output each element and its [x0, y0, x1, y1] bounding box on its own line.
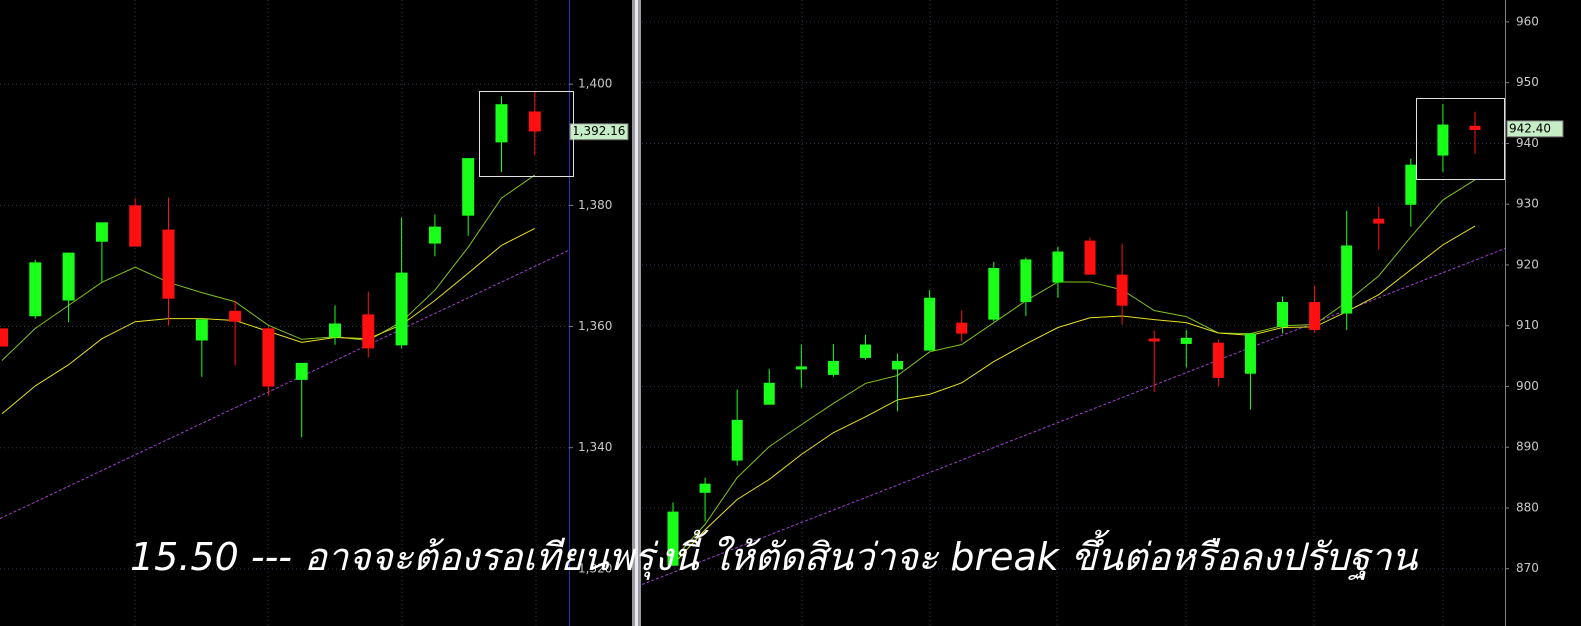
- candle-body: [956, 322, 968, 334]
- caption: 15.50 --- อาจจะต้องรอเทียนพรุ่งนี้ ให้ตั…: [130, 535, 1418, 579]
- y-tick-label: 910: [1516, 318, 1539, 332]
- candle-body: [892, 360, 904, 370]
- y-tick-label: 1,340: [578, 440, 612, 454]
- last-price-box: [1506, 120, 1564, 138]
- candle-body: [129, 205, 142, 247]
- candle-body: [528, 111, 541, 132]
- candle-body: [1341, 245, 1353, 314]
- candle-body: [1116, 274, 1128, 306]
- axes: 1,320 1,340 1,360 1,380 1,400 1,392.16 870 880 8…: [569, 14, 1564, 575]
- candle-body: [731, 419, 743, 461]
- candle-body: [462, 158, 475, 216]
- candle-body: [428, 226, 441, 244]
- divider: [635, 0, 638, 626]
- candle-body: [699, 483, 711, 493]
- candle-body: [1373, 218, 1385, 224]
- candle-body: [395, 272, 408, 346]
- highlight-box: [479, 91, 574, 177]
- candle-body: [1277, 301, 1289, 327]
- y-tick-label: 930: [1516, 197, 1539, 211]
- candle-body: [795, 366, 807, 370]
- candle-body: [195, 319, 208, 341]
- candle-body: [1244, 333, 1256, 374]
- y-tick-label: 920: [1516, 257, 1539, 271]
- y-tick-label: 940: [1516, 136, 1539, 150]
- candle-body: [62, 252, 75, 301]
- y-tick-label: 950: [1516, 75, 1539, 89]
- candle-body: [763, 382, 775, 405]
- candle-body: [295, 362, 308, 380]
- candle-body: [988, 267, 1000, 320]
- plot-right: [642, 0, 1505, 626]
- candle-body: [162, 229, 175, 299]
- candle-body: [827, 360, 839, 375]
- y-tick-label: 870: [1516, 561, 1539, 575]
- candle-body: [1148, 338, 1160, 342]
- y-tick-label: 1,380: [578, 198, 612, 212]
- candle-body: [1405, 164, 1417, 205]
- candle-body: [495, 104, 508, 143]
- ma-line: [1, 174, 536, 361]
- candle-body: [1020, 259, 1032, 302]
- candle-body: [1084, 240, 1096, 275]
- y-tick-label: 1,320: [578, 561, 612, 575]
- candle-body: [1052, 251, 1064, 283]
- y-tick-label: 900: [1516, 379, 1539, 393]
- last-price-label: 942.40: [1509, 121, 1551, 135]
- y-tick-label: 880: [1516, 500, 1539, 514]
- candle-body: [1469, 125, 1481, 131]
- candle-body: [329, 323, 341, 338]
- highlight-box: [1416, 98, 1505, 180]
- candle-body: [262, 328, 275, 387]
- candle-body: [229, 310, 242, 322]
- candle-body: [95, 222, 108, 242]
- candle-body: [1309, 301, 1321, 330]
- candle-body: [667, 511, 679, 566]
- last-price-label: 1,392.16: [572, 124, 625, 138]
- candle-body: [859, 344, 871, 358]
- candle-body: [362, 314, 375, 349]
- last-price-box: [569, 123, 629, 141]
- candle-body: [1212, 342, 1224, 378]
- candle-body: [29, 262, 42, 317]
- plot-left: [0, 0, 569, 626]
- candle-body: [1180, 337, 1192, 344]
- ma-line: [672, 225, 1476, 565]
- candle-body: [924, 297, 936, 351]
- candle-body: [1437, 124, 1449, 156]
- y-tick-label: 960: [1516, 14, 1539, 28]
- y-tick-label: 890: [1516, 440, 1539, 454]
- candle-body: [0, 328, 8, 347]
- y-tick-label: 1,400: [578, 77, 612, 91]
- y-tick-label: 1,360: [578, 319, 612, 333]
